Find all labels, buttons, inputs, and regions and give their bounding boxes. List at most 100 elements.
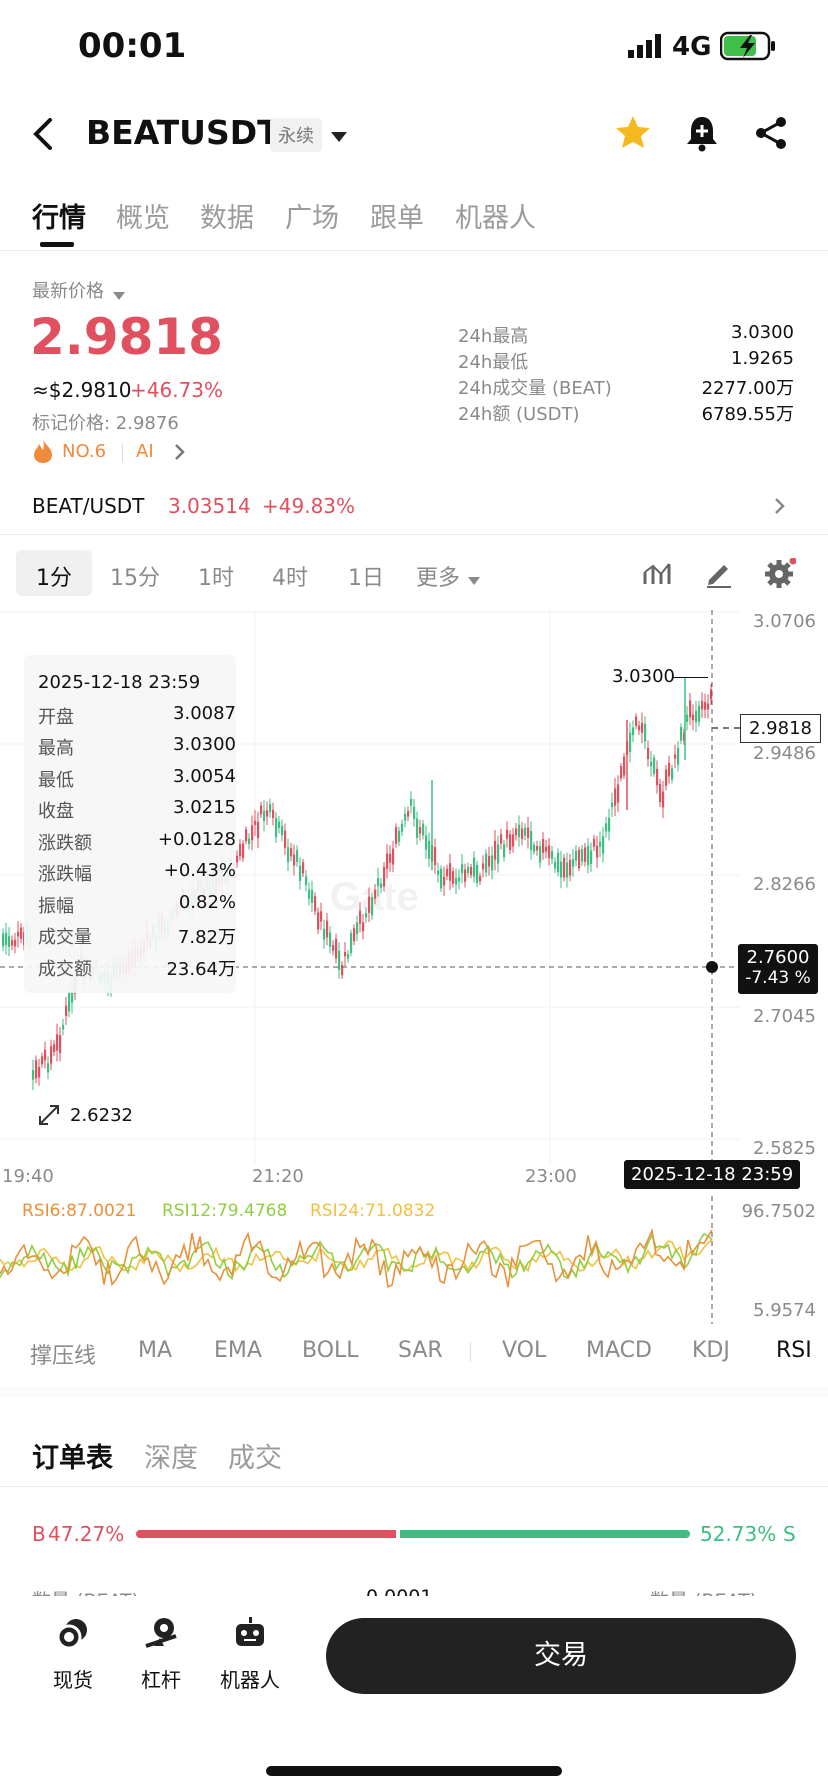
ohlc-tooltip	[24, 655, 236, 993]
candle-body	[308, 889, 311, 899]
stat-value-turnover: 6789.55万	[701, 404, 794, 425]
timeframe-1m[interactable]: 1分	[36, 566, 72, 591]
candle-body	[581, 849, 584, 862]
candle-body	[692, 714, 695, 721]
tooltip-value: 3.0087	[173, 703, 236, 724]
indicator-vol[interactable]: VOL	[502, 1338, 547, 1363]
candle-body	[68, 991, 71, 1012]
indicator-rsi[interactable]: RSI	[776, 1338, 812, 1363]
settings-gear-icon[interactable]	[764, 557, 797, 590]
tooltip-label: 收盘	[38, 801, 74, 822]
candle-body	[638, 725, 641, 731]
candle-body	[263, 810, 266, 821]
candle-body	[443, 876, 446, 886]
tab-overview[interactable]: 概览	[116, 203, 170, 234]
label-caret-icon	[113, 285, 125, 300]
candle-body	[530, 831, 533, 850]
candle-body	[416, 818, 419, 838]
candle-body	[539, 846, 542, 863]
last-price-tag: 2.9818	[740, 714, 821, 743]
candle-body	[359, 910, 362, 924]
nav-robot[interactable]	[220, 1614, 280, 1694]
candle-body	[413, 806, 416, 819]
candle-body	[527, 827, 530, 838]
rsi24-label: RSI24:71.0832	[310, 1201, 436, 1221]
candle-body	[11, 940, 14, 946]
candle-body	[635, 716, 638, 726]
indicator-boll[interactable]: BOLL	[302, 1338, 359, 1363]
section-gap	[0, 1386, 828, 1398]
candle-body	[551, 851, 554, 860]
candle-body	[623, 756, 626, 776]
spot-row[interactable]: BEAT/USDT 3.03514 +49.83%	[0, 478, 828, 536]
tab-orderbook[interactable]: 订单表	[32, 1443, 113, 1474]
candle-body	[455, 878, 458, 885]
nav-spot[interactable]	[44, 1614, 102, 1694]
candle-body	[371, 897, 374, 916]
tooltip-label: 成交额	[38, 959, 92, 980]
buy-ratio: 47.27%	[48, 1522, 125, 1546]
candle-body	[440, 868, 443, 889]
candle-body	[506, 829, 509, 839]
symbol-title[interactable]: BEATUSDT	[86, 113, 280, 152]
candle-body	[602, 836, 605, 854]
indicator-kdj[interactable]: KDJ	[692, 1338, 730, 1363]
indicator-support-resistance[interactable]: 撑压线	[30, 1344, 97, 1369]
candle-body	[341, 964, 344, 976]
candle-body	[650, 761, 653, 767]
candle-body	[425, 835, 428, 850]
alert-bell-icon[interactable]	[684, 114, 720, 152]
star-icon[interactable]	[614, 114, 652, 152]
candle-body	[584, 847, 587, 862]
timeframe-more[interactable]: 更多	[416, 566, 461, 591]
rank-badge[interactable]: NO.6	[62, 441, 107, 462]
expand-icon[interactable]	[36, 1102, 62, 1128]
rsi-min-label: 5.9574	[753, 1300, 816, 1321]
tab-market[interactable]: 行情	[32, 203, 86, 234]
battery-icon	[719, 31, 776, 61]
candle-body	[605, 823, 608, 832]
timeframe-4h[interactable]: 4时	[272, 566, 308, 591]
timeframe-15m[interactable]: 15分	[110, 566, 160, 591]
timeframe-1d[interactable]: 1日	[348, 566, 384, 591]
candle-body	[701, 701, 704, 710]
tooltip-value: 7.82万	[177, 927, 236, 948]
indicator-macd[interactable]: MACD	[586, 1338, 652, 1363]
share-icon[interactable]	[754, 116, 788, 150]
indicator-ema[interactable]: EMA	[214, 1338, 262, 1363]
candle-body	[284, 830, 287, 848]
candle-body	[344, 951, 347, 957]
latest-price-label[interactable]: 最新价格	[32, 281, 104, 302]
tab-square[interactable]: 广场	[285, 203, 339, 234]
chevron-right-icon[interactable]	[174, 442, 186, 462]
indicator-icon[interactable]	[642, 558, 672, 588]
indicator-sar[interactable]: SAR	[398, 1338, 443, 1363]
tab-bots[interactable]: 机器人	[455, 203, 536, 234]
tab-trades[interactable]: 成交	[228, 1443, 282, 1474]
indicator-ma[interactable]: MA	[138, 1338, 173, 1363]
candle-body	[482, 863, 485, 870]
tab-copy-trade[interactable]: 跟单	[370, 203, 424, 234]
candle-body	[479, 876, 482, 882]
candle-body	[599, 841, 602, 847]
y-axis-label: 2.9486	[753, 743, 816, 764]
tab-depth[interactable]: 深度	[144, 1443, 198, 1474]
stat-value-high: 3.0300	[731, 322, 794, 343]
chevron-down-icon[interactable]	[330, 128, 348, 142]
candle-body	[695, 710, 698, 723]
candle-body	[536, 846, 539, 851]
tab-data[interactable]: 数据	[200, 203, 254, 234]
trade-button[interactable]: 交易	[326, 1618, 796, 1694]
spot-icon	[56, 1616, 90, 1650]
candle-body	[710, 689, 713, 700]
candle-body	[302, 862, 305, 874]
tooltip-value: +0.0128	[157, 829, 236, 850]
price-change: +46.73%	[130, 378, 224, 402]
candle-body	[707, 703, 710, 710]
timeframe-1h[interactable]: 1时	[198, 566, 234, 591]
draw-pen-icon[interactable]	[704, 558, 734, 588]
buy-ratio-bar	[136, 1530, 396, 1538]
ai-badge[interactable]: AI	[136, 441, 154, 462]
nav-leverage[interactable]	[132, 1614, 190, 1694]
back-button[interactable]	[28, 114, 58, 154]
